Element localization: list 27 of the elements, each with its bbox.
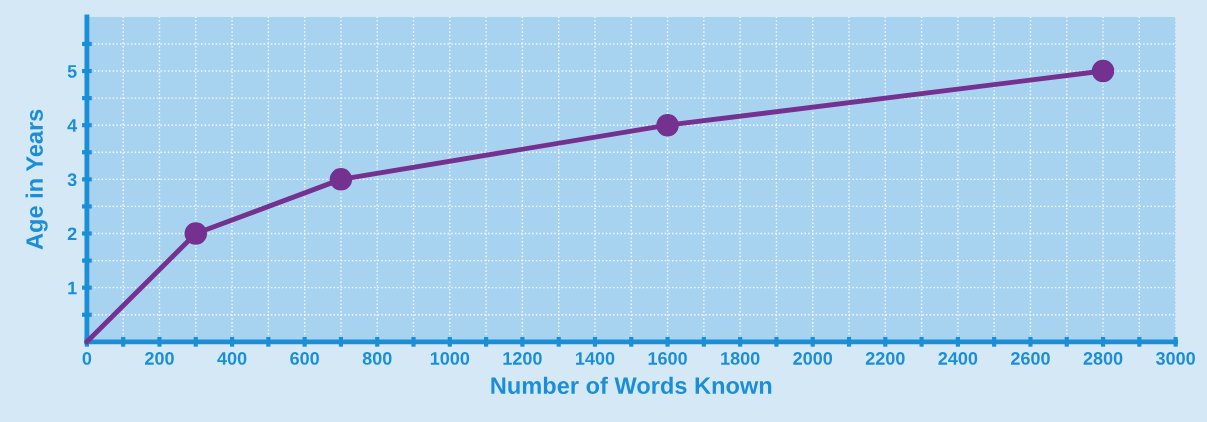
x-tick-label: 1000 [430,352,470,365]
x-tick-label: 1800 [721,352,760,365]
x-tick-label: 1600 [648,352,687,365]
x-tick-label: 2200 [865,352,905,365]
point [1091,59,1115,83]
point [656,113,679,137]
x-tick-label: 1400 [576,352,615,365]
x-tick-label: 2600 [1011,352,1050,365]
x-tick-label: 200 [145,352,174,365]
point [329,168,353,191]
y-tick-label: 1 [68,281,77,295]
y-tick-label: 4 [67,119,78,132]
x-axis-title: Number of Words Known [491,376,772,395]
x-tick-label: 2000 [793,352,833,365]
y-axis-title: Age in Years [25,109,48,250]
y-tick-label: 3 [67,173,77,187]
y-tick-label: 5 [67,65,77,78]
x-tick-label: 3000 [1155,352,1195,365]
x-tick-label: 2800 [1083,352,1123,365]
y-tick-label: 2 [67,227,77,241]
x-tick-label: 1200 [503,352,542,365]
point [184,222,208,245]
x-tick-label: 0 [82,352,92,365]
x-tick-label: 400 [217,352,247,365]
x-tick-label: 2400 [938,352,978,365]
x-tick-label: 800 [362,352,392,365]
x-tick-label: 600 [290,352,319,365]
